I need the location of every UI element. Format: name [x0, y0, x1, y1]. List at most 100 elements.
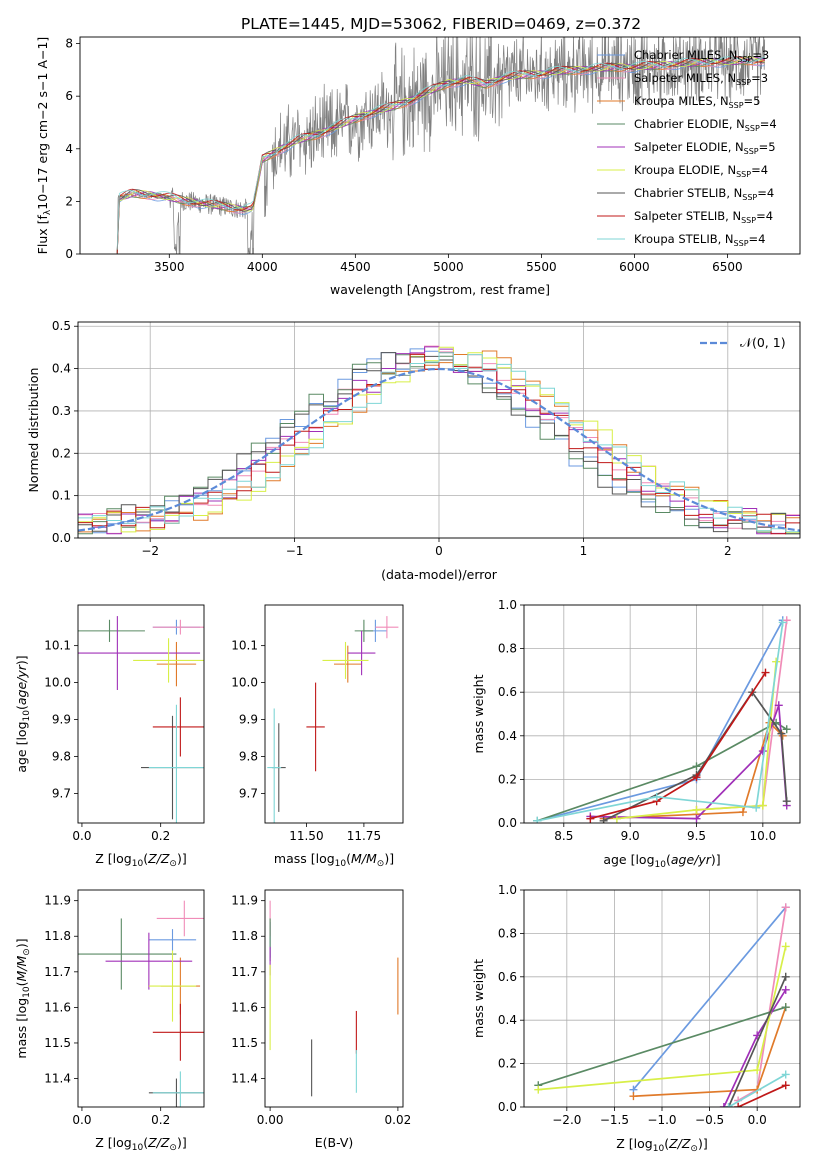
age_vs_mass-frame — [264, 604, 404, 824]
y-tick-label: 0.2 — [498, 772, 517, 786]
label-part: )] — [177, 851, 187, 866]
weight-salpeter_stelib-marker — [692, 773, 701, 782]
legend-n: =4 — [751, 163, 768, 177]
weight-chabrier_elodie-line — [538, 1006, 786, 1087]
label-part: ( — [14, 705, 29, 710]
x-tick-label: 0.0 — [72, 1113, 91, 1127]
spectrum-xlabel: wavelength [Angstrom, rest frame] — [330, 282, 550, 297]
weight-kroupa_elodie-marker — [534, 1085, 543, 1094]
label-part: ] — [35, 37, 50, 42]
y-tick-label: 11.7 — [44, 965, 71, 979]
label-part: ⊙ — [690, 1144, 698, 1154]
weight_vs_z-plot-area — [534, 903, 790, 1107]
legend-text: Chabrier ELODIE, N — [634, 117, 745, 131]
x-tick-label: 6000 — [619, 260, 650, 274]
label-part: 10 — [132, 859, 144, 869]
age_vs_mass-plot-area — [267, 616, 399, 823]
weight-kroupa_elodie-marker — [612, 814, 621, 823]
label-part: 10 — [653, 1144, 665, 1154]
age_vs_z-xlabel: Z [log10(Z/Z⊙)] — [95, 851, 186, 869]
age_vs_z-ylabel: age [log10(age/yr)] — [14, 655, 32, 772]
weight_vs_age-plot-area — [533, 616, 791, 823]
label-part: 10 — [22, 986, 32, 998]
weight-salpeter_stelib-marker — [734, 1103, 743, 1107]
label-part: age [log — [603, 852, 654, 867]
label-part: )] — [177, 1135, 187, 1150]
normal-curve — [78, 367, 800, 532]
legend-kroupa_elodie-label: Kroupa ELODIE, NSSP=4 — [634, 163, 768, 179]
age_vs_z-frame — [77, 604, 205, 824]
label-part: Z/Z — [147, 851, 170, 866]
label-part: ( — [666, 852, 671, 867]
y-tick-label: 0.1 — [52, 489, 71, 503]
y-tick-label: 9.9 — [239, 713, 258, 727]
label-part: erg cm — [35, 120, 50, 168]
x-tick-label: 6500 — [712, 260, 743, 274]
label-part: )] — [14, 655, 29, 665]
label-part: −1 — [35, 42, 50, 60]
label-part: ( — [664, 1136, 669, 1151]
spectrum-panel: 3500 4000 4500 5000 5500 6000 6500 0 2 4 6 8 wavelen… — [35, 36, 801, 297]
y-tick-label: 0.0 — [52, 531, 71, 545]
label-part: mass [log — [274, 851, 335, 866]
mass_vs_ebv-plot-area — [269, 900, 399, 1097]
label-part: −17 — [35, 167, 50, 193]
weight-chabrier_elodie-marker — [781, 1003, 790, 1012]
y-tick-label: 0.6 — [498, 685, 517, 699]
weight-chabrier_miles-line — [632, 906, 787, 1091]
legend-ssp: SSP — [742, 193, 757, 202]
label-part: Flux [f — [35, 214, 50, 254]
legend-salpeter_elodie-label: Salpeter ELODIE, NSSP=5 — [634, 140, 776, 156]
x-tick-label: 11.50 — [289, 829, 323, 843]
weight-kroupa_elodie-marker — [781, 942, 790, 951]
label-part: 10 — [655, 860, 667, 870]
legend-n: =5 — [744, 94, 761, 108]
mass_vs_z-plot-area — [78, 900, 204, 1107]
label-part: )] — [698, 1136, 708, 1151]
x-tick-label: 8.5 — [554, 829, 573, 843]
legend-n: =3 — [752, 48, 769, 62]
weight-chabrier_stelib-marker — [782, 797, 791, 806]
x-tick-label: −1.5 — [600, 1113, 629, 1127]
weight_vs_age-ylabel: mass weight — [471, 674, 486, 753]
label-part: mass weight — [471, 674, 486, 753]
y-tick-label: 11.6 — [44, 1000, 71, 1014]
weight_vs_z-xlabel: Z [log10(Z/Z⊙)] — [616, 1136, 707, 1154]
label-part: −1 — [35, 73, 50, 91]
weight-kroupa_miles-marker — [738, 808, 747, 817]
weight-salpeter_elodie-marker — [692, 814, 701, 823]
legend-ssp: SSP — [745, 124, 760, 133]
weight-chabrier_miles-line — [537, 619, 784, 822]
weight_vs_z-panel: −2.0 −1.5 −1.0 −0.5 0.0 0.0 0.2 0.4 0.6 0.8 1.0 Z [… — [471, 883, 801, 1154]
legend-kroupa_miles-label: Kroupa MILES, NSSP=5 — [634, 94, 760, 110]
mass_vs_z-ylabel: mass [log10(M/M⊙)] — [14, 938, 32, 1058]
legend-ssp: SSP — [744, 147, 759, 156]
label-part: ⊙ — [22, 948, 32, 956]
y-tick-label: 1.0 — [498, 883, 517, 897]
label-part: λ — [43, 209, 53, 215]
weight-salpeter_elodie-marker — [758, 747, 767, 756]
y-tick-label: 0.3 — [52, 404, 71, 418]
label-part: )] — [384, 851, 394, 866]
y-tick-label: 0.2 — [52, 446, 71, 460]
y-tick-label: 10.1 — [231, 639, 258, 653]
y-tick-label: 0.4 — [52, 362, 71, 376]
x-tick-label: 9.0 — [621, 829, 640, 843]
x-tick-label: 9.5 — [687, 829, 706, 843]
label-part: 10 — [132, 1143, 144, 1153]
weight-salpeter_elodie-marker — [774, 701, 783, 710]
weight-kroupa_elodie-marker — [758, 801, 767, 810]
legend-n: =4 — [760, 117, 777, 131]
mass_vs_z-xlabel: Z [log10(Z/Z⊙)] — [95, 1135, 186, 1153]
mass_vs_ebv-frame — [264, 889, 404, 1108]
x-tick-label: 0.2 — [151, 1113, 170, 1127]
legend-text: Kroupa STELIB, N — [634, 232, 734, 246]
weight-salpeter_elodie-marker — [719, 1103, 728, 1107]
x-tick-label: 4500 — [340, 260, 371, 274]
residuals-panel: −2 −1 0 1 2 0.0 0.1 0.2 0.3 0.4 0.5 𝒩(0, 1) (data-mo… — [26, 319, 801, 582]
weight-chabrier_stelib-line — [727, 976, 787, 1107]
label-part: ⊙ — [169, 1143, 177, 1153]
weight-salpeter_stelib-line — [737, 1084, 787, 1107]
weight-kroupa_elodie-marker — [753, 1066, 762, 1075]
